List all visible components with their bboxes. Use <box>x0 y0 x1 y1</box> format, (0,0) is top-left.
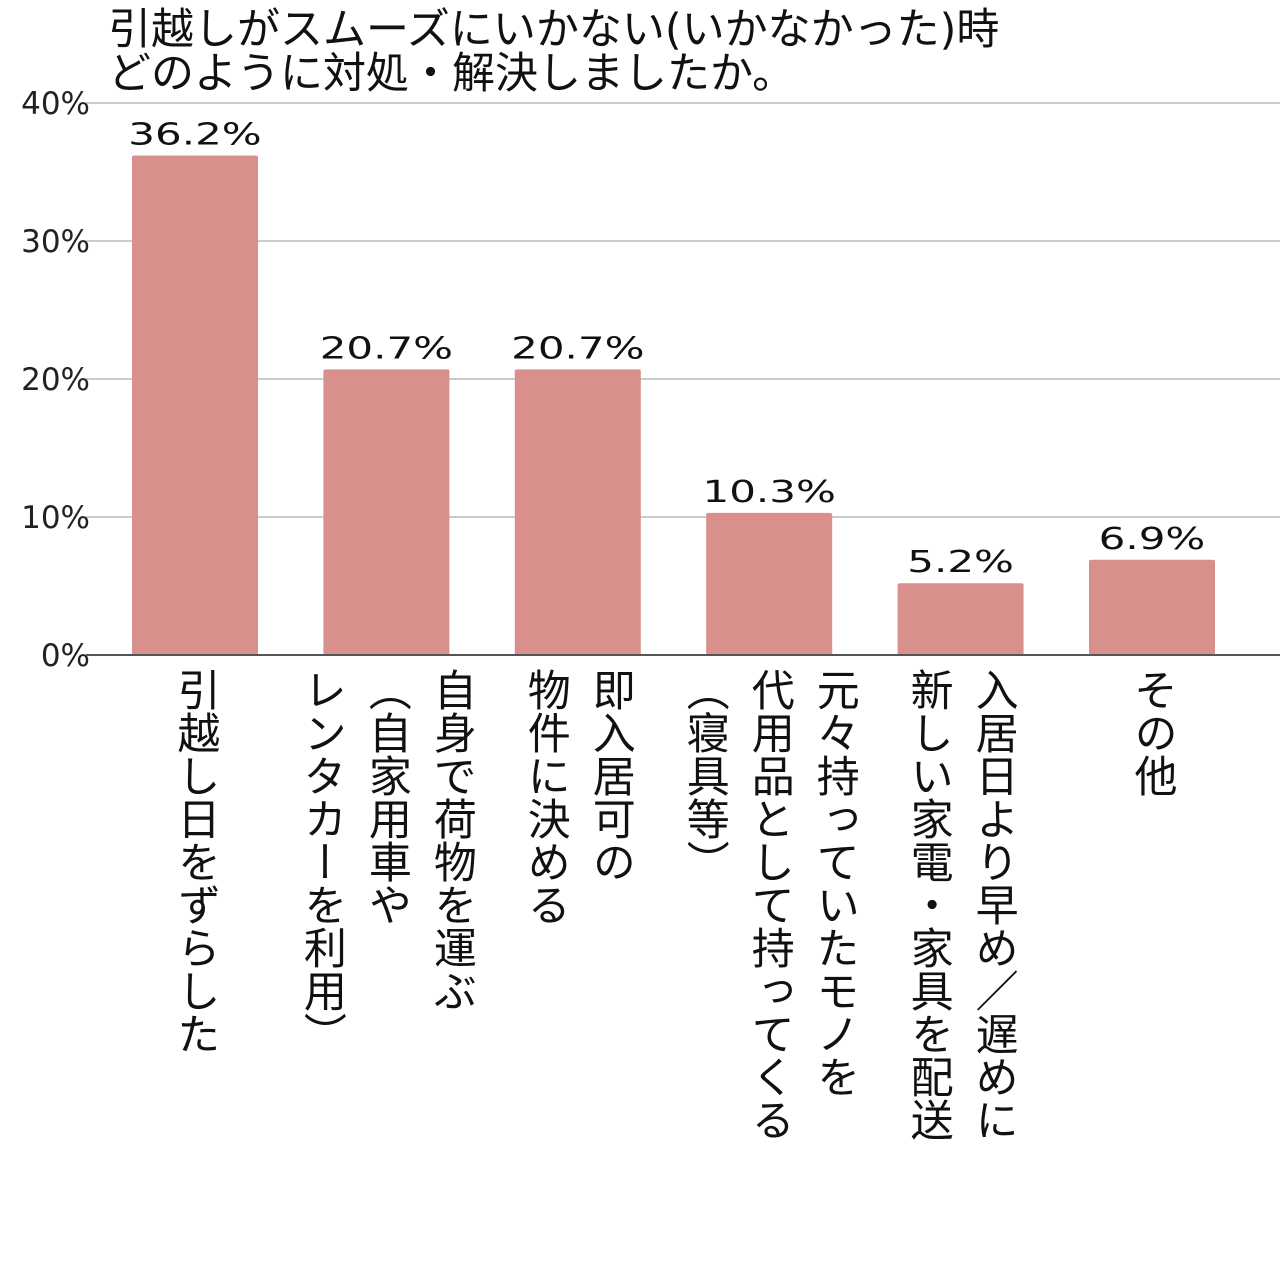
value-label: 5.2% <box>907 544 1014 579</box>
bars <box>132 155 1215 655</box>
bar <box>514 369 641 655</box>
category-label: 即入居可の <box>585 668 635 883</box>
y-tick-label: 40% <box>21 86 90 122</box>
gridlines <box>86 102 1280 518</box>
category-label: 新しい家電・家具を配送 <box>903 668 953 1141</box>
chart-title-line-1: 引越しがスムーズにいかない(いかなかった)時 <box>108 5 1000 55</box>
value-label: 20.7% <box>511 330 644 365</box>
bar <box>1089 559 1215 655</box>
bar <box>132 155 258 655</box>
y-tick-label: 30% <box>21 224 90 260</box>
category-label: 入居日より早め／遅めに <box>968 668 1018 1141</box>
category-label: 代用品として持ってくる <box>744 668 795 1141</box>
category-label: 自身で荷物を運ぶ <box>426 668 476 1012</box>
y-tick-label: 20% <box>21 362 90 398</box>
bar <box>897 583 1024 655</box>
bar <box>323 369 450 655</box>
bar <box>706 512 833 655</box>
value-label: 6.9% <box>1099 521 1206 556</box>
category-label: 元々持っていたモノを <box>809 668 859 1098</box>
category-label: 引越し日をずらした <box>170 668 220 1055</box>
category-label: その他 <box>1127 668 1178 797</box>
value-label: 36.2% <box>128 116 261 151</box>
chart-title-line-2: どのように対処・解決しましたか。 <box>108 49 796 99</box>
value-label: 20.7% <box>320 330 453 365</box>
category-label: （寝具等） <box>679 668 729 883</box>
chart-title: 引越しがスムーズにいかない(いかなかった)時 どのように対処・解決しましたか。 <box>108 8 1268 96</box>
category-label: 物件に決める <box>520 668 570 926</box>
y-axis-tick-labels: 0% 10% 20% 30% 40% <box>21 86 90 674</box>
value-labels: 36.2% 20.7% 20.7% 10.3% 5.2% 6.9% <box>128 116 1205 579</box>
category-label: レンタカーを利用） <box>296 668 346 1055</box>
category-label: （自家用車や <box>361 668 411 926</box>
value-label: 10.3% <box>703 474 836 509</box>
y-tick-label: 0% <box>41 638 90 674</box>
y-tick-label: 10% <box>21 500 90 536</box>
